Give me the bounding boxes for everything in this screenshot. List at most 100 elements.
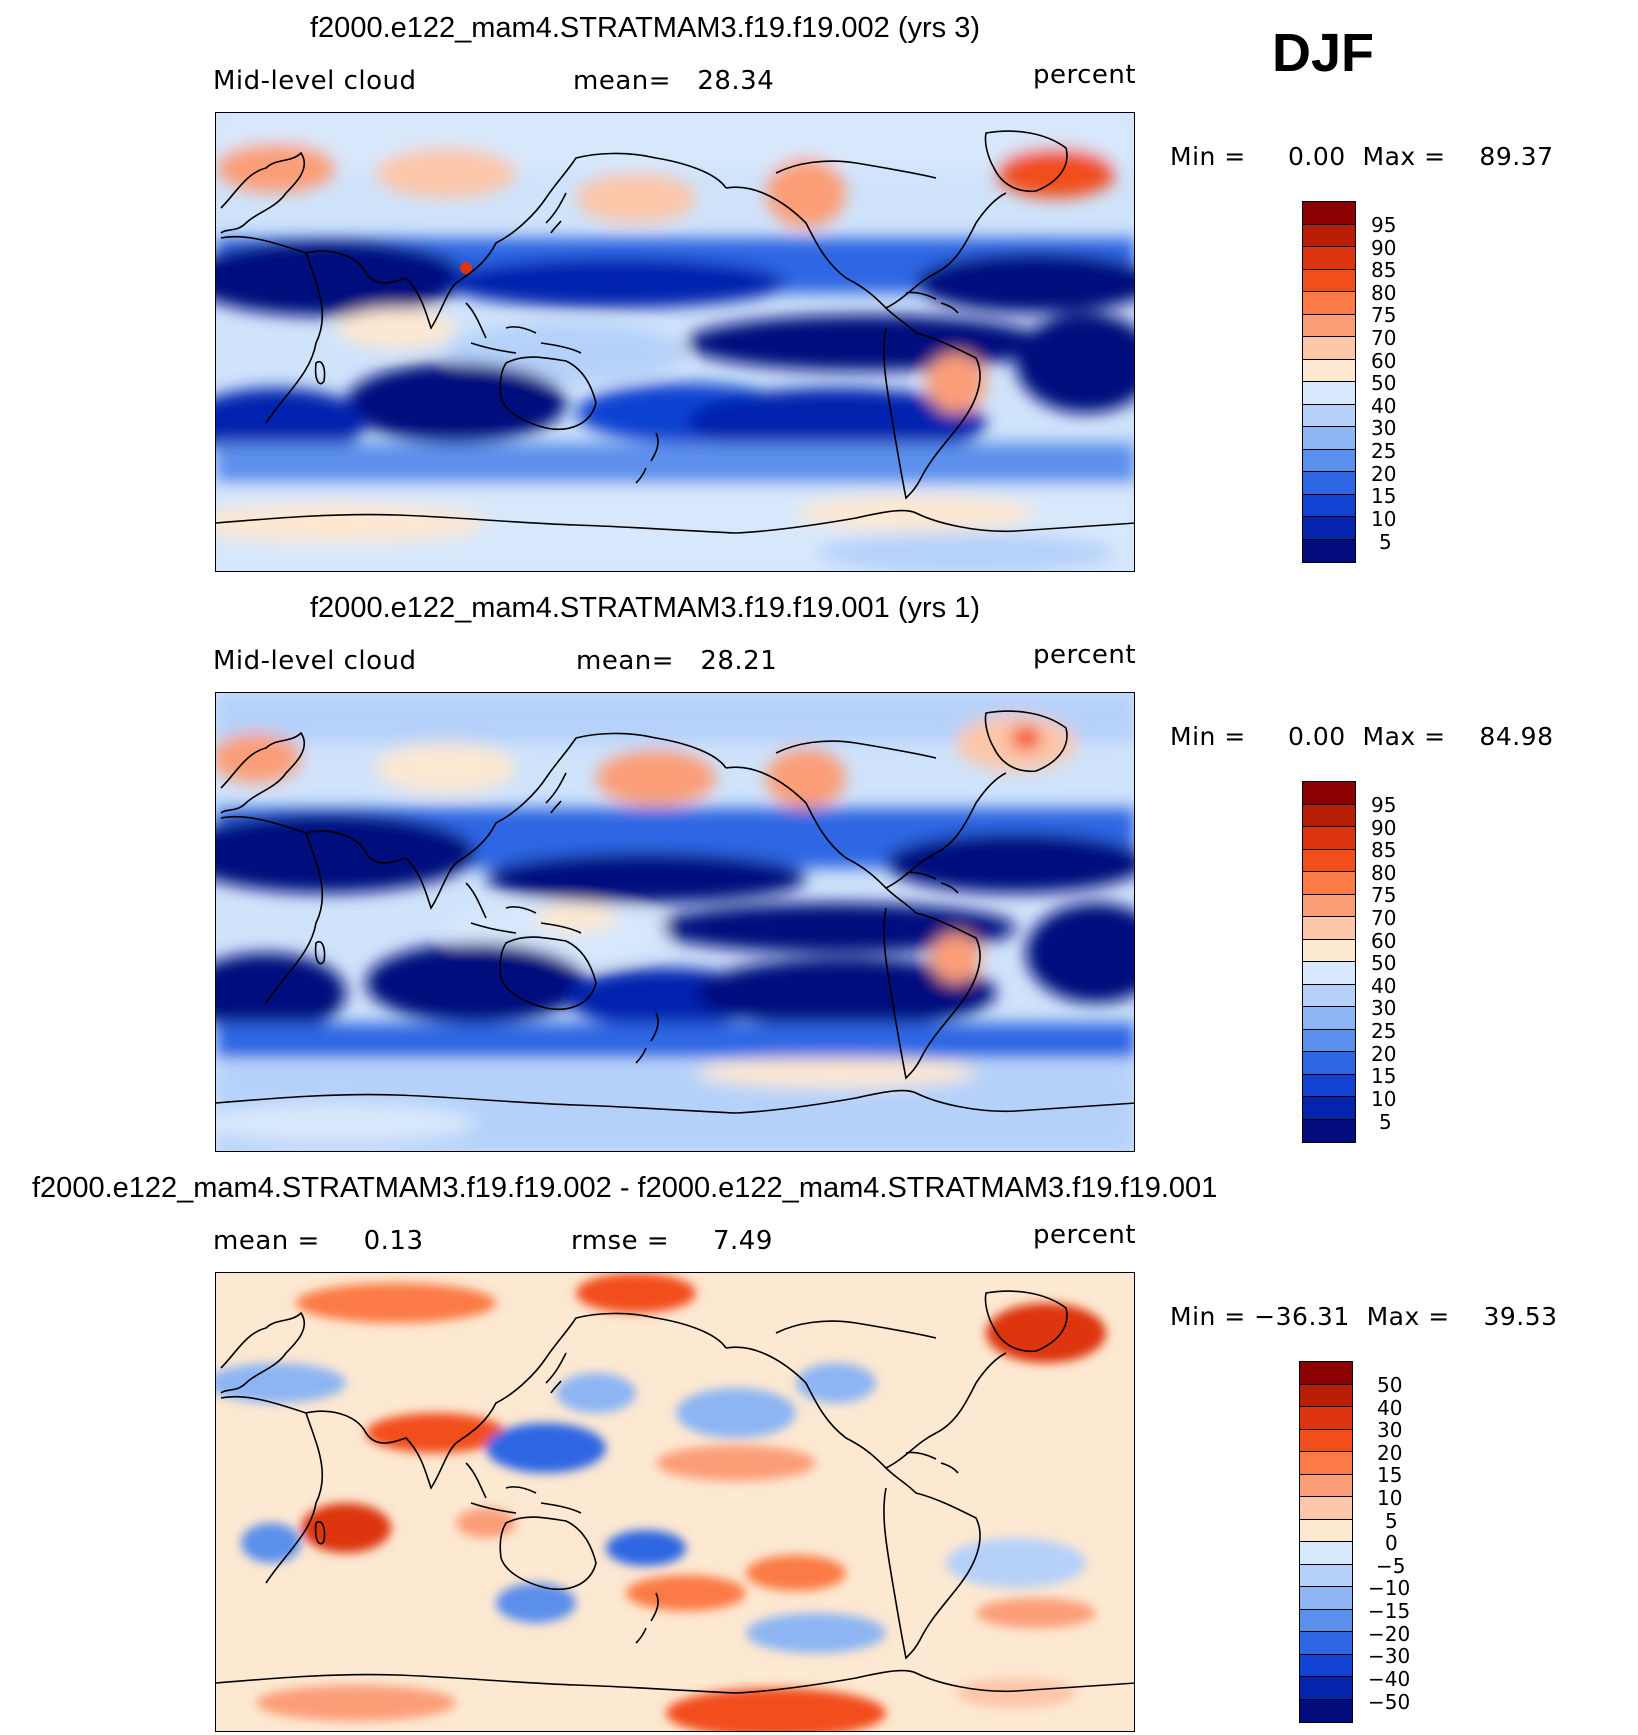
colorbar-tick: 75 <box>1371 303 1397 327</box>
colorbar-swatch <box>1303 292 1355 315</box>
colorbar-tick: 70 <box>1371 326 1397 350</box>
colorbar-swatch <box>1303 782 1355 805</box>
colorbar-swatch <box>1300 1564 1352 1587</box>
colorbar-tick: −50 <box>1368 1690 1411 1714</box>
colorbar-swatch <box>1303 224 1355 247</box>
season-label: DJF <box>1272 23 1375 83</box>
colorbar-tick: 0 <box>1385 1531 1398 1555</box>
colorbar-swatch <box>1300 1654 1352 1677</box>
colorbar-tick: 90 <box>1371 236 1397 260</box>
colorbar-swatch <box>1303 449 1355 472</box>
colorbar-swatch <box>1303 984 1355 1007</box>
colorbar-swatch <box>1300 1452 1352 1475</box>
colorbar-tick: 75 <box>1371 883 1397 907</box>
colorbar-tick: 60 <box>1371 929 1397 953</box>
panel-1-minmax: Min = 0.00 Max = 89.37 <box>1170 142 1554 171</box>
colorbar-swatch <box>1300 1699 1352 1722</box>
colorbar-tick: −40 <box>1368 1667 1411 1691</box>
colorbar-swatch <box>1303 1119 1355 1142</box>
panel-2-mean-label: mean= 28.21 <box>576 646 778 676</box>
colorbar-swatch <box>1303 382 1355 405</box>
colorbar-swatch <box>1300 1632 1352 1655</box>
colorbar-swatch <box>1303 359 1355 382</box>
colorbar-tick: 60 <box>1371 349 1397 373</box>
colorbar-tick: 50 <box>1377 1373 1403 1397</box>
colorbar-tick: 15 <box>1377 1463 1403 1487</box>
colorbar-tick: −15 <box>1368 1599 1411 1623</box>
colorbar-swatch <box>1300 1384 1352 1407</box>
colorbar-tick: 30 <box>1371 416 1397 440</box>
colorbar-tick: 80 <box>1371 861 1397 885</box>
panel-1-title: f2000.e122_mam4.STRATMAM3.f19.f19.002 (y… <box>310 12 980 44</box>
colorbar-tick: 15 <box>1371 1064 1397 1088</box>
panel-3-colorbar <box>1299 1361 1353 1723</box>
colorbar-swatch <box>1303 539 1355 562</box>
colorbar-swatch <box>1303 1029 1355 1052</box>
colorbar-swatch <box>1300 1474 1352 1497</box>
colorbar-swatch <box>1300 1497 1352 1520</box>
panel-2-title: f2000.e122_mam4.STRATMAM3.f19.f19.001 (y… <box>310 592 980 624</box>
colorbar-swatch <box>1300 1587 1352 1610</box>
colorbar-tick: 25 <box>1371 439 1397 463</box>
panel-3-minmax: Min = −36.31 Max = 39.53 <box>1170 1302 1558 1331</box>
colorbar-tick: 30 <box>1371 996 1397 1020</box>
colorbar-swatch <box>1303 472 1355 495</box>
colorbar-swatch <box>1303 1074 1355 1097</box>
colorbar-swatch <box>1303 517 1355 540</box>
colorbar-swatch <box>1303 917 1355 940</box>
colorbar-tick: 10 <box>1371 1087 1397 1111</box>
colorbar-tick: 95 <box>1371 793 1397 817</box>
panel-3-map <box>215 1272 1135 1732</box>
colorbar-tick: 25 <box>1371 1019 1397 1043</box>
colorbar-swatch <box>1303 269 1355 292</box>
colorbar-tick: −20 <box>1368 1622 1411 1646</box>
colorbar-tick: 50 <box>1371 371 1397 395</box>
colorbar-swatch <box>1303 337 1355 360</box>
colorbar-tick: 85 <box>1371 838 1397 862</box>
panel-2-minmax: Min = 0.00 Max = 84.98 <box>1170 722 1554 751</box>
panel-3-map-field <box>216 1273 1134 1731</box>
colorbar-tick: 70 <box>1371 906 1397 930</box>
colorbar-swatch <box>1303 939 1355 962</box>
colorbar-swatch <box>1303 962 1355 985</box>
colorbar-tick: 40 <box>1371 974 1397 998</box>
panel-2-units-label: percent <box>1033 640 1137 670</box>
colorbar-tick: 20 <box>1371 1042 1397 1066</box>
colorbar-swatch <box>1303 1052 1355 1075</box>
colorbar-tick: 40 <box>1377 1396 1403 1420</box>
colorbar-tick: 40 <box>1371 394 1397 418</box>
panel-3-mean-label: mean = 0.13 <box>213 1226 424 1256</box>
colorbar-tick: −10 <box>1368 1576 1411 1600</box>
colorbar-tick: 80 <box>1371 281 1397 305</box>
colorbar-swatch <box>1300 1542 1352 1565</box>
panel-3-title: f2000.e122_mam4.STRATMAM3.f19.f19.002 - … <box>32 1172 1218 1204</box>
colorbar-tick: 20 <box>1377 1441 1403 1465</box>
colorbar-swatch <box>1303 247 1355 270</box>
colorbar-tick: 10 <box>1371 507 1397 531</box>
colorbar-tick: −30 <box>1368 1644 1411 1668</box>
panel-1-variable-label: Mid-level cloud <box>213 66 417 96</box>
colorbar-swatch <box>1303 1007 1355 1030</box>
colorbar-swatch <box>1303 804 1355 827</box>
panel-1-units-label: percent <box>1033 60 1137 90</box>
panel-3-units-label: percent <box>1033 1220 1137 1250</box>
colorbar-swatch <box>1303 1097 1355 1120</box>
colorbar-tick: 50 <box>1371 951 1397 975</box>
panel-1-map-field <box>216 113 1134 571</box>
colorbar-swatch <box>1300 1677 1352 1700</box>
colorbar-tick: 5 <box>1379 530 1392 554</box>
colorbar-swatch <box>1300 1362 1352 1385</box>
panel-2-map-field <box>216 693 1134 1151</box>
panel-2-colorbar <box>1302 781 1356 1143</box>
panel-1-mean-label: mean= 28.34 <box>573 66 775 96</box>
colorbar-tick: 90 <box>1371 816 1397 840</box>
colorbar-swatch <box>1303 872 1355 895</box>
panel-1-map <box>215 112 1135 572</box>
colorbar-swatch <box>1303 849 1355 872</box>
colorbar-swatch <box>1303 827 1355 850</box>
colorbar-swatch <box>1303 202 1355 225</box>
colorbar-tick: 95 <box>1371 213 1397 237</box>
panel-2-variable-label: Mid-level cloud <box>213 646 417 676</box>
colorbar-tick: 5 <box>1385 1509 1398 1533</box>
colorbar-swatch <box>1303 494 1355 517</box>
